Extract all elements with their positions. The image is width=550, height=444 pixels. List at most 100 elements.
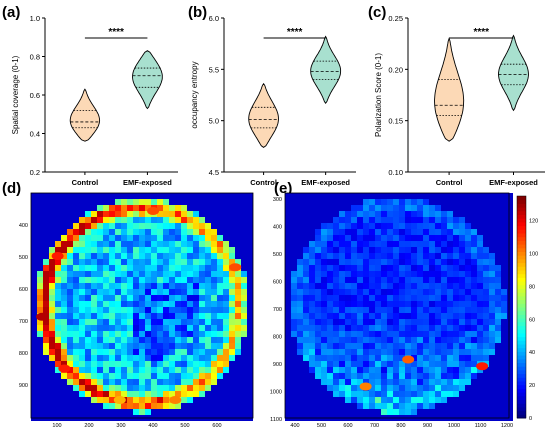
heatmap-cell bbox=[297, 331, 303, 337]
heatmap-cell bbox=[181, 259, 187, 265]
heatmap-cell bbox=[477, 307, 483, 313]
heatmap-cell bbox=[79, 289, 85, 295]
heatmap-cell bbox=[315, 385, 321, 391]
heatmap-cell bbox=[435, 241, 441, 247]
heatmap-cell bbox=[477, 367, 483, 373]
heatmap-cell bbox=[435, 193, 441, 199]
heatmap-cell bbox=[61, 355, 67, 361]
heatmap-cell bbox=[357, 325, 363, 331]
heatmap-cell bbox=[133, 265, 139, 271]
heatmap-cell bbox=[145, 253, 151, 259]
heatmap-cell bbox=[109, 397, 115, 403]
heatmap-cell bbox=[145, 217, 151, 223]
heatmap-cell bbox=[151, 403, 157, 409]
heatmap-cell bbox=[459, 361, 465, 367]
heatmap-cell bbox=[103, 241, 109, 247]
heatmap-cell bbox=[79, 403, 85, 409]
heatmap-cell bbox=[79, 379, 85, 385]
heatmap-cell bbox=[387, 193, 393, 199]
heatmap-cell bbox=[351, 199, 357, 205]
heatmap-cell bbox=[435, 343, 441, 349]
heatmap-cell bbox=[465, 247, 471, 253]
heatmap-cell bbox=[357, 391, 363, 397]
heatmap-cell bbox=[297, 403, 303, 409]
heatmap-cell bbox=[163, 199, 169, 205]
heatmap-cell bbox=[61, 403, 67, 409]
heatmap-cell bbox=[381, 301, 387, 307]
heatmap-cell bbox=[211, 403, 217, 409]
heatmap-cell bbox=[37, 361, 43, 367]
heatmap-cell bbox=[423, 403, 429, 409]
y-tick-label: 0.25 bbox=[388, 14, 403, 23]
heatmap-cell bbox=[91, 277, 97, 283]
heatmap-cell bbox=[405, 325, 411, 331]
heatmap-cell bbox=[351, 283, 357, 289]
heatmap-cell bbox=[139, 337, 145, 343]
heatmap-cell bbox=[181, 199, 187, 205]
heatmap-cell bbox=[339, 313, 345, 319]
heatmap-cell bbox=[429, 391, 435, 397]
heatmap-cell bbox=[369, 271, 375, 277]
heatmap-cell bbox=[151, 193, 157, 199]
y-tick-label: 1.0 bbox=[30, 14, 40, 23]
heatmap-cell bbox=[55, 301, 61, 307]
colorbar-segment bbox=[517, 414, 526, 419]
heatmap-cell bbox=[187, 325, 193, 331]
heatmap-cell bbox=[61, 193, 67, 199]
colorbar-tick-label: 60 bbox=[529, 317, 535, 323]
heatmap-cell bbox=[345, 295, 351, 301]
heatmap-cell bbox=[163, 325, 169, 331]
heatmap-cell bbox=[37, 301, 43, 307]
heatmap-cell bbox=[471, 277, 477, 283]
significance-label: **** bbox=[474, 27, 490, 38]
heatmap-cell bbox=[43, 223, 49, 229]
heatmap-cell bbox=[163, 271, 169, 277]
heatmap-cell bbox=[169, 271, 175, 277]
heatmap-cell bbox=[369, 193, 375, 199]
heatmap-cell bbox=[91, 259, 97, 265]
heatmap-cell bbox=[423, 277, 429, 283]
heatmap-cell bbox=[393, 331, 399, 337]
heatmap-cell bbox=[285, 247, 291, 253]
heatmap-cell bbox=[477, 223, 483, 229]
heatmap-cell bbox=[291, 259, 297, 265]
heatmap-cell bbox=[465, 343, 471, 349]
heatmap-cell bbox=[127, 271, 133, 277]
heatmap-cell bbox=[285, 265, 291, 271]
heatmap-cell bbox=[199, 409, 205, 415]
heatmap-cell bbox=[327, 391, 333, 397]
heatmap-cell bbox=[309, 229, 315, 235]
heatmap-cell bbox=[441, 391, 447, 397]
x-tick-label: 800 bbox=[396, 423, 405, 429]
heatmap-cell bbox=[127, 259, 133, 265]
heatmap-cell bbox=[423, 325, 429, 331]
heatmap-cell bbox=[285, 193, 291, 199]
heatmap-cell bbox=[363, 307, 369, 313]
heatmap-cell bbox=[193, 337, 199, 343]
heatmap-cell bbox=[477, 337, 483, 343]
heatmap-cell bbox=[459, 367, 465, 373]
heatmap-cell bbox=[151, 301, 157, 307]
heatmap-cell bbox=[115, 343, 121, 349]
heatmap-cell bbox=[387, 235, 393, 241]
heatmap-cell bbox=[489, 361, 495, 367]
heatmap-cell bbox=[199, 283, 205, 289]
heatmap-cell bbox=[145, 289, 151, 295]
heatmap-cell bbox=[55, 199, 61, 205]
heatmap-cell bbox=[351, 253, 357, 259]
heatmap-cell bbox=[291, 235, 297, 241]
heatmap-cell bbox=[429, 271, 435, 277]
heatmap-cell bbox=[435, 313, 441, 319]
heatmap-cell bbox=[309, 403, 315, 409]
heatmap-cell bbox=[205, 301, 211, 307]
heatmap-cell bbox=[345, 271, 351, 277]
heatmap-cell bbox=[327, 355, 333, 361]
heatmap-cell bbox=[97, 337, 103, 343]
heatmap-cell bbox=[297, 325, 303, 331]
heatmap-cell bbox=[381, 247, 387, 253]
heatmap-cell bbox=[465, 331, 471, 337]
heatmap-cell bbox=[91, 247, 97, 253]
heatmap-cell bbox=[193, 211, 199, 217]
heatmap-cell bbox=[175, 193, 181, 199]
heatmap-cell bbox=[321, 265, 327, 271]
